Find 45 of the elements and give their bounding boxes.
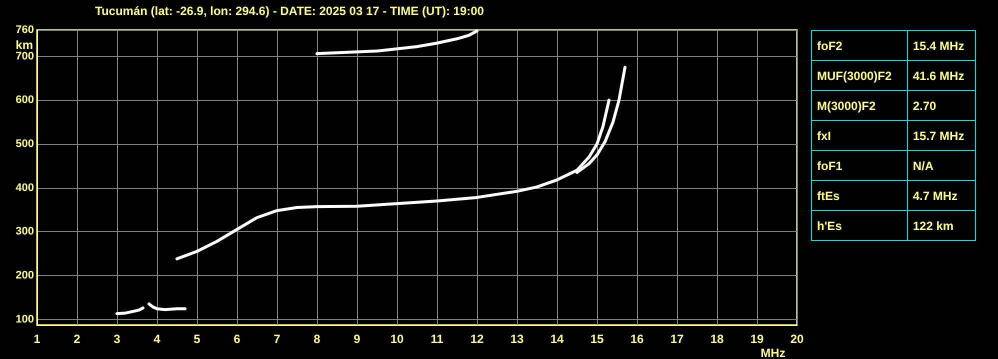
x-tick-label: 17 [670,332,684,346]
text: 15.7 MHz [907,120,976,150]
x-tick-label: 16 [630,332,644,346]
x-tick-label: 15 [590,332,604,346]
x-tick-label: 10 [390,332,404,346]
text: h'Es [812,210,908,240]
chart-title: Tucumán (lat: -26.9, lon: 294.6) - DATE: 2025 03 17 - TIME (UT): 19:00 [95,4,484,18]
text: 122 km [907,210,976,240]
x-tick-label: 12 [470,332,484,346]
x-tick-label: 14 [550,332,564,346]
x-tick-label: 4 [154,332,161,346]
x-tick-label: 20 [790,332,804,346]
text: ftEs [812,180,908,210]
y-tick-label: 500 [16,138,34,150]
x-tick-label: 1 [34,332,41,346]
x-tick-label: 5 [194,332,201,346]
x-axis-title: MHz [760,346,786,359]
x-tick-label: 8 [314,332,321,346]
x-tick-label: 11 [430,332,444,346]
text: 4.7 MHz [907,180,976,210]
x-tick-label: 9 [354,332,361,346]
y-tick-label: 100 [16,313,34,326]
text: N/A [907,150,976,180]
text: 15.4 MHz [907,30,976,60]
y-tick-label: 400 [16,182,34,194]
y-tick-label: 200 [16,269,34,282]
text: MUF(3000)F2 [812,60,908,90]
y-axis-title: km [16,38,33,52]
y-tick-label: 700 [16,50,34,62]
y-tick-label: 760 [16,24,34,36]
text: fxI [812,120,908,150]
text: 2.70 [907,90,976,120]
x-tick-label: 7 [274,332,281,346]
x-tick-label: 18 [710,332,724,346]
x-tick-label: 13 [510,332,524,346]
text: M(3000)F2 [812,90,908,120]
x-tick-label: 6 [234,332,241,346]
text: foF2 [812,30,908,60]
text: 41.6 MHz [907,60,976,90]
x-tick-label: 3 [114,332,121,346]
x-tick-label: 2 [74,332,81,346]
text: foF1 [812,150,908,180]
y-tick-label: 600 [16,94,34,106]
y-tick-label: 300 [16,226,34,238]
x-tick-label: 19 [750,332,764,346]
